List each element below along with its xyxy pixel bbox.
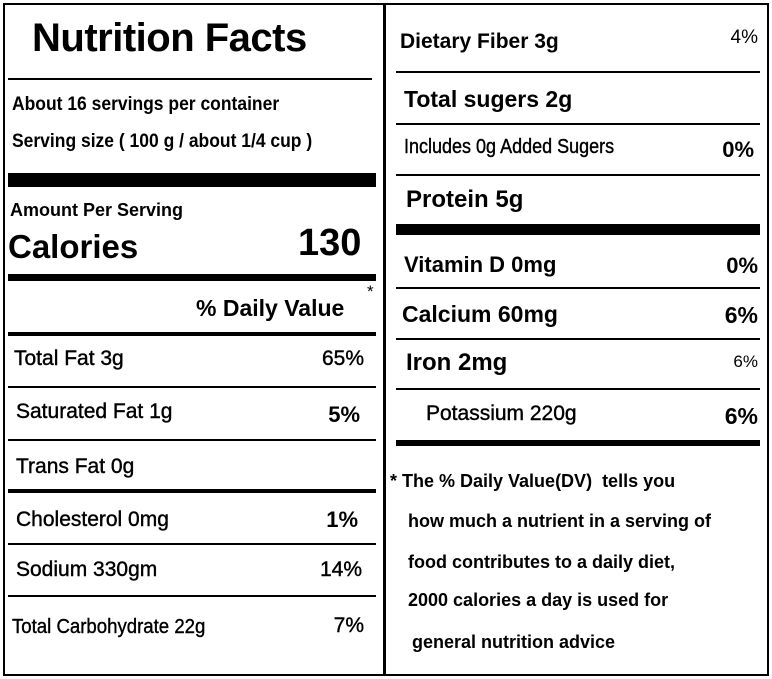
amount-per-serving: Amount Per Serving (10, 200, 184, 220)
thick-rule (396, 440, 760, 446)
row-rule (8, 595, 376, 597)
calories-rule (8, 274, 376, 281)
nutrient-label-trans-fat: Trans Fat 0g (16, 455, 135, 478)
nutrient-label-saturated-fat: Saturated Fat 1g (16, 400, 173, 423)
column-divider (383, 3, 386, 676)
row-rule (396, 71, 760, 73)
nutrient-dv-iron: 6% (733, 352, 758, 371)
row-rule (396, 338, 760, 340)
nutrition-label (3, 3, 769, 676)
footnote-line: * The % Daily Value(DV) tells you (390, 471, 676, 491)
nutrient-label-total-fat: Total Fat 3g (14, 347, 124, 370)
row-rule (396, 388, 760, 390)
nutrient-label-vitamin-d: Vitamin D 0mg (404, 252, 557, 277)
nutrient-dv-calcium: 6% (724, 302, 758, 328)
footnote-line: food contributes to a daily diet, (408, 552, 676, 572)
nutrient-dv-potassium: 6% (724, 403, 758, 429)
nutrient-label-added-sugars: Includes 0g Added Sugers (404, 136, 615, 158)
nutrient-label-total-sugars: Total sugers 2g (404, 86, 573, 112)
thick-rule (396, 224, 760, 235)
nutrient-label-dietary-fiber: Dietary Fiber 3g (400, 30, 559, 53)
nutrient-dv-added-sugars: 0% (722, 137, 754, 162)
calories-value: 130 (298, 222, 362, 264)
footnote-line: 2000 calories a day is used for (408, 590, 669, 610)
calories-label: Calories (8, 228, 139, 265)
nutrient-dv-vitamin-d: 0% (726, 253, 758, 278)
footnote-line: how much a nutrient in a serving of (408, 511, 712, 531)
nutrient-dv-saturated-fat: 5% (328, 402, 360, 427)
nutrient-dv-dietary-fiber: 4% (730, 27, 758, 48)
serving-size: Serving size ( 100 g / about 1/4 cup ) (12, 131, 313, 152)
nutrient-label-iron: Iron 2mg (406, 349, 508, 376)
nutrient-dv-total-carbohydrate: 7% (333, 614, 364, 637)
nutrient-label-total-carbohydrate: Total Carbohydrate 22g (12, 616, 206, 638)
nutrient-label-protein: Protein 5g (406, 186, 524, 213)
thick-rule (8, 173, 376, 187)
nutrient-dv-total-fat: 65% (321, 347, 364, 370)
servings-per-container: About 16 servings per container (12, 94, 280, 115)
row-rule (396, 174, 760, 176)
daily-value-star: * (367, 282, 374, 301)
row-rule (396, 123, 760, 125)
row-rule (8, 489, 376, 493)
nutrient-label-potassium: Potassium 220g (426, 402, 577, 425)
nutrient-dv-cholesterol: 1% (326, 507, 358, 532)
nutrient-label-calcium: Calcium 60mg (402, 301, 558, 327)
footnote-line: general nutrition advice (412, 632, 616, 652)
dv-rule (8, 332, 376, 336)
daily-value-header: % Daily Value (196, 295, 345, 321)
nutrient-label-cholesterol: Cholesterol 0mg (16, 508, 169, 531)
nutrient-label-sodium: Sodium 330gm (16, 558, 158, 581)
row-rule (8, 439, 376, 441)
row-rule (8, 543, 376, 545)
nutrition-title: Nutrition Facts (32, 16, 307, 60)
nutrient-dv-sodium: 14% (319, 558, 362, 581)
title-rule (8, 78, 372, 80)
row-rule (396, 287, 760, 289)
row-rule (8, 386, 376, 388)
